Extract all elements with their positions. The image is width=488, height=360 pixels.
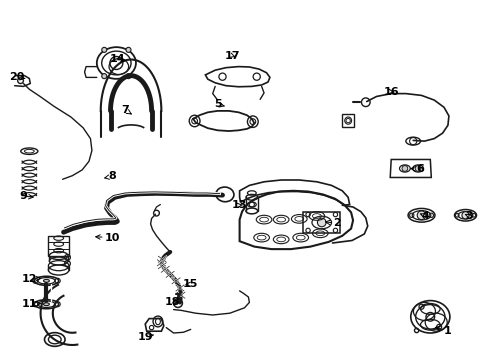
Text: 1: 1 bbox=[434, 326, 450, 336]
Circle shape bbox=[461, 212, 468, 219]
Circle shape bbox=[416, 211, 425, 220]
Text: 4: 4 bbox=[420, 211, 428, 221]
Text: 17: 17 bbox=[224, 51, 240, 61]
Text: 18: 18 bbox=[164, 297, 180, 307]
Text: 16: 16 bbox=[383, 87, 398, 97]
Text: 20: 20 bbox=[9, 72, 25, 82]
Circle shape bbox=[102, 73, 106, 78]
Text: 12: 12 bbox=[21, 274, 41, 284]
Text: 2: 2 bbox=[325, 218, 341, 228]
Circle shape bbox=[414, 166, 420, 171]
Text: 6: 6 bbox=[410, 164, 424, 174]
Circle shape bbox=[317, 218, 325, 227]
Circle shape bbox=[102, 48, 106, 53]
Text: 5: 5 bbox=[213, 99, 224, 109]
Text: 3: 3 bbox=[465, 211, 472, 221]
Text: 9: 9 bbox=[20, 191, 33, 201]
Text: 19: 19 bbox=[138, 332, 153, 342]
Text: 11: 11 bbox=[21, 299, 41, 309]
Text: 14: 14 bbox=[109, 54, 125, 64]
Ellipse shape bbox=[43, 279, 49, 282]
Text: 8: 8 bbox=[104, 171, 116, 181]
Text: 7: 7 bbox=[121, 105, 131, 115]
Circle shape bbox=[401, 166, 407, 171]
Text: 15: 15 bbox=[183, 279, 198, 289]
Circle shape bbox=[126, 73, 131, 78]
Circle shape bbox=[126, 48, 131, 53]
Text: 13: 13 bbox=[231, 200, 247, 210]
Ellipse shape bbox=[43, 303, 49, 306]
Text: 10: 10 bbox=[96, 233, 120, 243]
